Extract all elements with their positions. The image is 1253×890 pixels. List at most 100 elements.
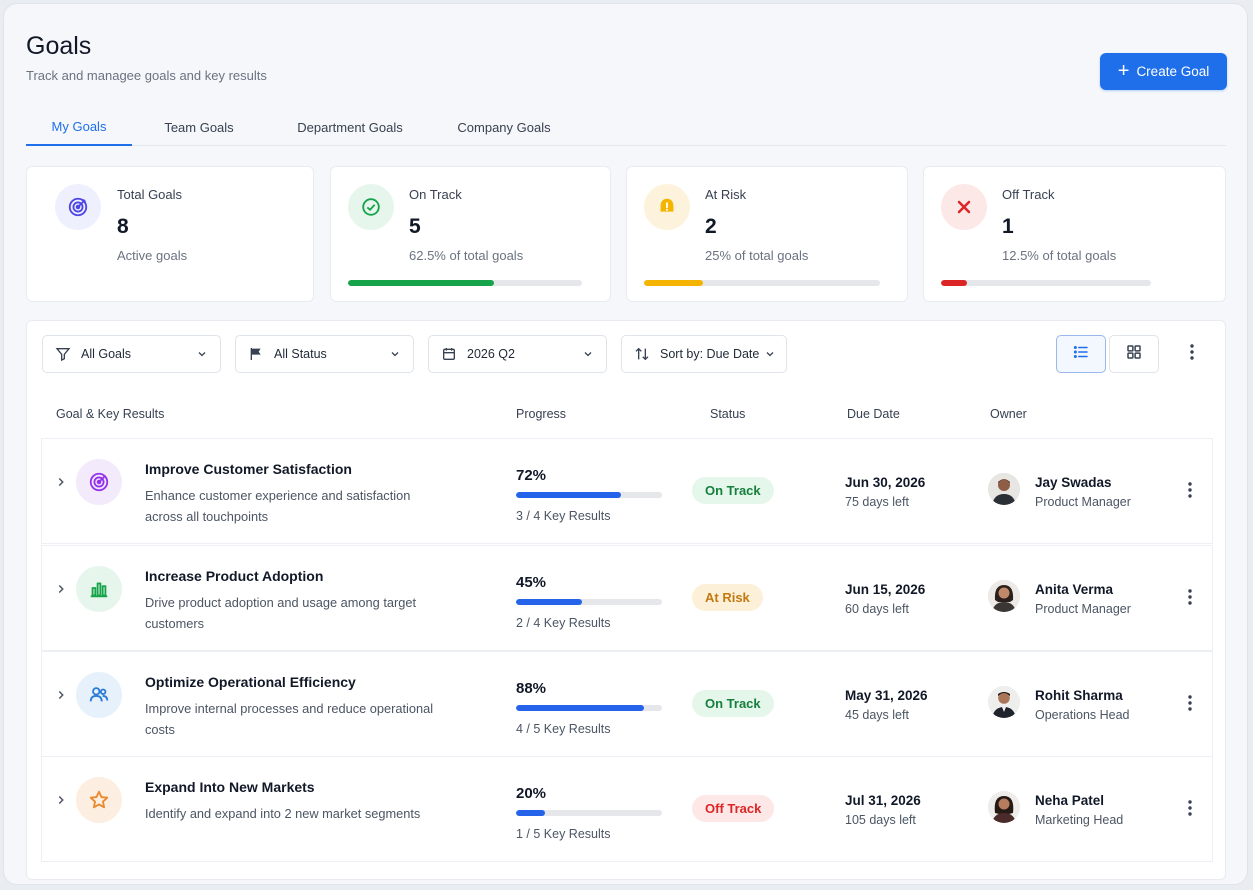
- stat-sub: 62.5% of total goals: [409, 248, 524, 263]
- stat-card-on-track: On Track 5 62.5% of total goals: [330, 166, 611, 302]
- stat-label: Off Track: [1002, 187, 1055, 202]
- progress-fill: [516, 599, 582, 605]
- column-header-due-date: Due Date: [847, 407, 900, 421]
- owner-role: Product Manager: [1035, 495, 1131, 509]
- progress-percent: 72%: [516, 467, 547, 484]
- progress-percent: 45%: [516, 574, 547, 591]
- list-icon: [1072, 343, 1090, 366]
- chevron-right-icon[interactable]: [54, 793, 68, 807]
- goals-window: Goals Track and managee goals and key re…: [3, 3, 1248, 885]
- create-goal-label: Create Goal: [1136, 64, 1210, 79]
- create-goal-button[interactable]: + Create Goal: [1100, 53, 1227, 90]
- goal-title[interactable]: Expand Into New Markets: [145, 779, 315, 795]
- sort-dropdown[interactable]: Sort by: Due Date: [621, 335, 787, 373]
- chevron-down-icon: [582, 348, 594, 363]
- owner-role: Marketing Head: [1035, 813, 1124, 827]
- page-subtitle: Track and managee goals and key results: [26, 68, 267, 83]
- grid-view-button[interactable]: [1109, 335, 1159, 373]
- due-date: Jun 30, 2026: [845, 475, 926, 490]
- stat-label: On Track: [409, 187, 462, 202]
- goal-title[interactable]: Increase Product Adoption: [145, 568, 324, 584]
- goal-title[interactable]: Optimize Operational Efficiency: [145, 674, 356, 690]
- check-circle-icon: [348, 184, 394, 230]
- goal-description: Drive product adoption and usage among t…: [145, 595, 417, 631]
- table-row[interactable]: Optimize Operational Efficiency Improve …: [41, 651, 1213, 757]
- table-row[interactable]: Increase Product Adoption Drive product …: [41, 545, 1213, 651]
- owner-name: Anita Verma: [1035, 582, 1114, 597]
- period-filter-dropdown[interactable]: 2026 Q2: [428, 335, 607, 373]
- owner-role: Product Manager: [1035, 602, 1131, 616]
- row-more-icon[interactable]: [1180, 799, 1200, 821]
- avatar: [988, 686, 1020, 718]
- avatar: [988, 473, 1020, 505]
- warning-icon: [644, 184, 690, 230]
- tab-department-goals[interactable]: Department Goals: [297, 119, 403, 135]
- goal-tabs: My Goals Team Goals Department Goals Com…: [26, 108, 1226, 146]
- column-header-status: Status: [710, 407, 746, 421]
- days-left: 75 days left: [845, 495, 909, 509]
- stat-progress-bar: [941, 280, 1151, 286]
- key-results-count: 4 / 5 Key Results: [516, 722, 611, 736]
- sort-value: Sort by: Due Date: [660, 347, 760, 361]
- goals-table-panel: All Goals All Status 2026 Q2: [26, 320, 1226, 880]
- stat-progress-fill: [941, 280, 968, 286]
- more-options-icon[interactable]: [1182, 343, 1202, 365]
- tab-team-goals[interactable]: Team Goals: [164, 119, 234, 135]
- days-left: 60 days left: [845, 602, 909, 616]
- stat-card-off-track: Off Track 1 12.5% of total goals: [923, 166, 1226, 302]
- row-more-icon[interactable]: [1180, 694, 1200, 716]
- table-row[interactable]: Improve Customer Satisfaction Enhance cu…: [41, 438, 1213, 544]
- stat-sub: 12.5% of total goals: [1002, 248, 1117, 263]
- status-badge: Off Track: [692, 795, 775, 822]
- chevron-down-icon: [764, 348, 776, 363]
- chevron-right-icon[interactable]: [54, 688, 68, 702]
- chevron-right-icon[interactable]: [54, 582, 68, 596]
- owner-name: Jay Swadas: [1035, 475, 1112, 490]
- flag-icon: [248, 346, 266, 362]
- progress-percent: 88%: [516, 680, 547, 697]
- stat-label: Total Goals: [117, 187, 183, 202]
- goal-title[interactable]: Improve Customer Satisfaction: [145, 461, 352, 477]
- grid-icon: [1125, 343, 1143, 366]
- goal-description: Improve internal processes and reduce op…: [145, 701, 434, 737]
- bar-chart-icon: [76, 566, 122, 612]
- owner-name: Neha Patel: [1035, 793, 1105, 808]
- row-more-icon[interactable]: [1180, 481, 1200, 503]
- stat-value: 1: [1002, 215, 1014, 238]
- days-left: 105 days left: [845, 813, 916, 827]
- stat-label: At Risk: [705, 187, 747, 202]
- goal-description: Enhance customer experience and satisfac…: [145, 488, 411, 524]
- stat-progress-fill: [644, 280, 703, 286]
- goal-description: Identify and expand into 2 new market se…: [145, 806, 421, 821]
- status-filter-dropdown[interactable]: All Status: [235, 335, 414, 373]
- status-badge: At Risk: [692, 584, 763, 611]
- calendar-icon: [441, 346, 459, 362]
- column-header-goal: Goal & Key Results: [56, 407, 165, 421]
- sort-icon: [634, 346, 652, 362]
- goals-filter-dropdown[interactable]: All Goals: [42, 335, 221, 373]
- star-icon: [76, 777, 122, 823]
- stat-value: 2: [705, 215, 717, 238]
- progress-bar: [516, 599, 662, 605]
- owner-name: Rohit Sharma: [1035, 688, 1123, 703]
- stat-sub: 25% of total goals: [705, 248, 809, 263]
- chevron-down-icon: [389, 348, 401, 363]
- status-badge: On Track: [692, 477, 774, 504]
- due-date: Jun 15, 2026: [845, 582, 926, 597]
- key-results-count: 2 / 4 Key Results: [516, 616, 611, 630]
- table-row[interactable]: Expand Into New Markets Identify and exp…: [41, 756, 1213, 862]
- target-icon: [55, 184, 101, 230]
- tab-my-goals[interactable]: My Goals: [26, 108, 132, 146]
- users-icon: [76, 672, 122, 718]
- avatar: [988, 791, 1020, 823]
- tab-company-goals[interactable]: Company Goals: [457, 119, 551, 135]
- status-filter-value: All Status: [274, 347, 327, 361]
- chevron-down-icon: [196, 348, 208, 363]
- chevron-right-icon[interactable]: [54, 475, 68, 489]
- due-date: Jul 31, 2026: [845, 793, 921, 808]
- progress-fill: [516, 705, 645, 711]
- stat-sub: Active goals: [117, 248, 188, 263]
- column-header-progress: Progress: [516, 407, 567, 421]
- row-more-icon[interactable]: [1180, 588, 1200, 610]
- list-view-button[interactable]: [1056, 335, 1106, 373]
